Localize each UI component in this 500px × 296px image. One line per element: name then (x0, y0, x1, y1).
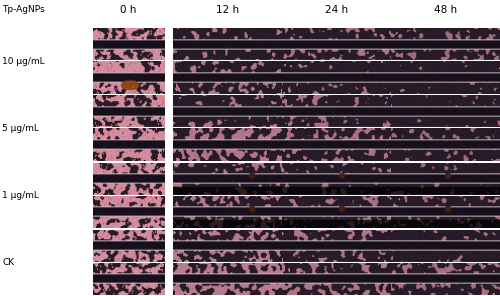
Text: 24 h: 24 h (325, 5, 348, 15)
Text: CK: CK (2, 258, 14, 268)
Text: 10 μg/mL: 10 μg/mL (2, 57, 45, 66)
Text: 5 μg/mL: 5 μg/mL (2, 124, 40, 133)
Text: 48 h: 48 h (434, 5, 457, 15)
Text: 12 h: 12 h (216, 5, 239, 15)
Text: Tp-AgNPs: Tp-AgNPs (2, 5, 45, 14)
Text: 0 h: 0 h (120, 5, 136, 15)
Text: 1 μg/mL: 1 μg/mL (2, 191, 40, 200)
